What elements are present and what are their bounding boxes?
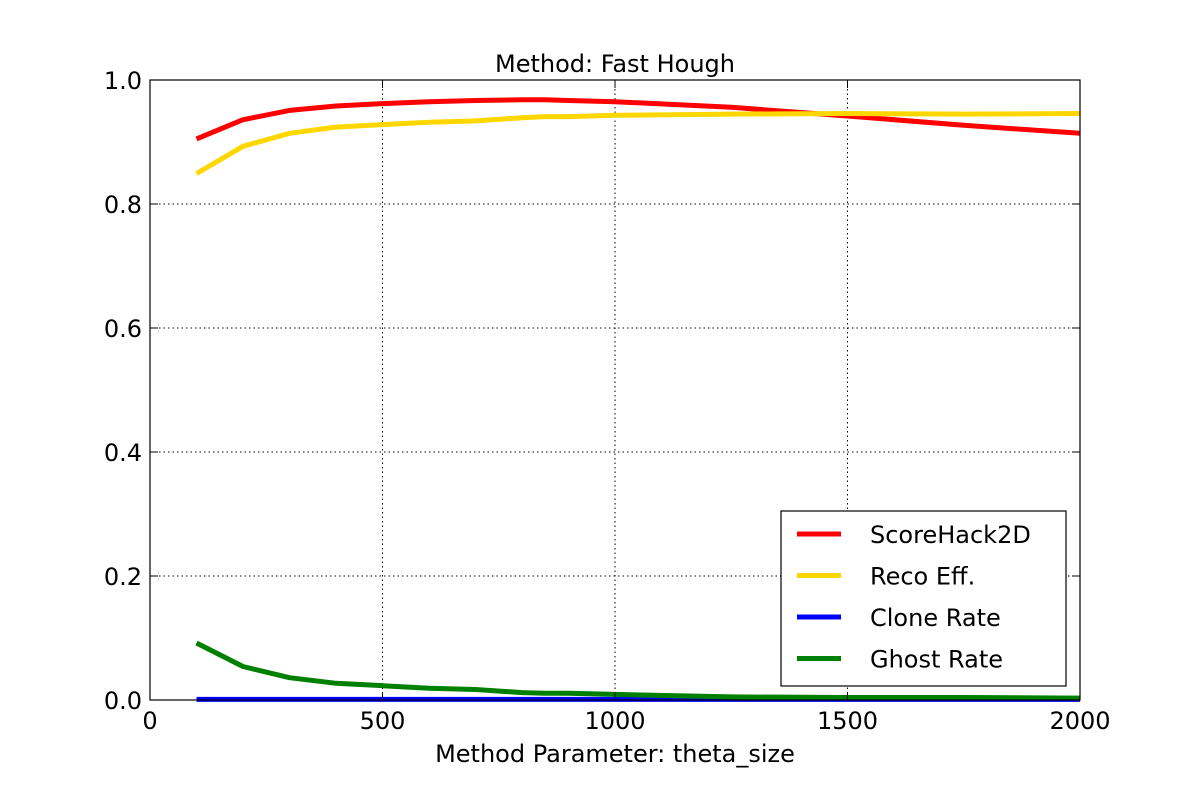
x-tick-label: 500 bbox=[360, 707, 406, 735]
legend-label-ghost-rate: Ghost Rate bbox=[870, 646, 1003, 674]
y-tick-label: 0.0 bbox=[104, 687, 142, 715]
legend: ScoreHack2D Reco Eff. Clone Rate Ghost Rate bbox=[780, 510, 1067, 687]
y-tick-label: 0.6 bbox=[104, 315, 142, 343]
chart-title: Method: Fast Hough bbox=[495, 50, 735, 78]
x-tick-label: 2000 bbox=[1049, 707, 1110, 735]
series-line-reco-eff bbox=[195, 111, 1081, 176]
legend-label-scorehack2d: ScoreHack2D bbox=[870, 521, 1031, 549]
y-tick-label: 0.8 bbox=[104, 191, 142, 219]
x-axis-label: Method Parameter: theta_size bbox=[435, 740, 795, 768]
y-tick-label: 0.4 bbox=[104, 439, 142, 467]
y-tick-label: 0.2 bbox=[104, 563, 142, 591]
x-tick-label: 1500 bbox=[817, 707, 878, 735]
series-line-ghost-rate bbox=[195, 640, 1081, 701]
y-tick-label: 1.0 bbox=[104, 67, 142, 95]
legend-label-clone-rate: Clone Rate bbox=[870, 604, 1001, 632]
x-tick-label: 1000 bbox=[584, 707, 645, 735]
x-tick-label: 0 bbox=[142, 707, 157, 735]
axis-ticks: 0 500 1000 1500 2000 0.0 0.2 0.4 0.6 0.8 1.0 bbox=[104, 67, 1111, 735]
legend-label-reco-eff: Reco Eff. bbox=[870, 563, 975, 591]
